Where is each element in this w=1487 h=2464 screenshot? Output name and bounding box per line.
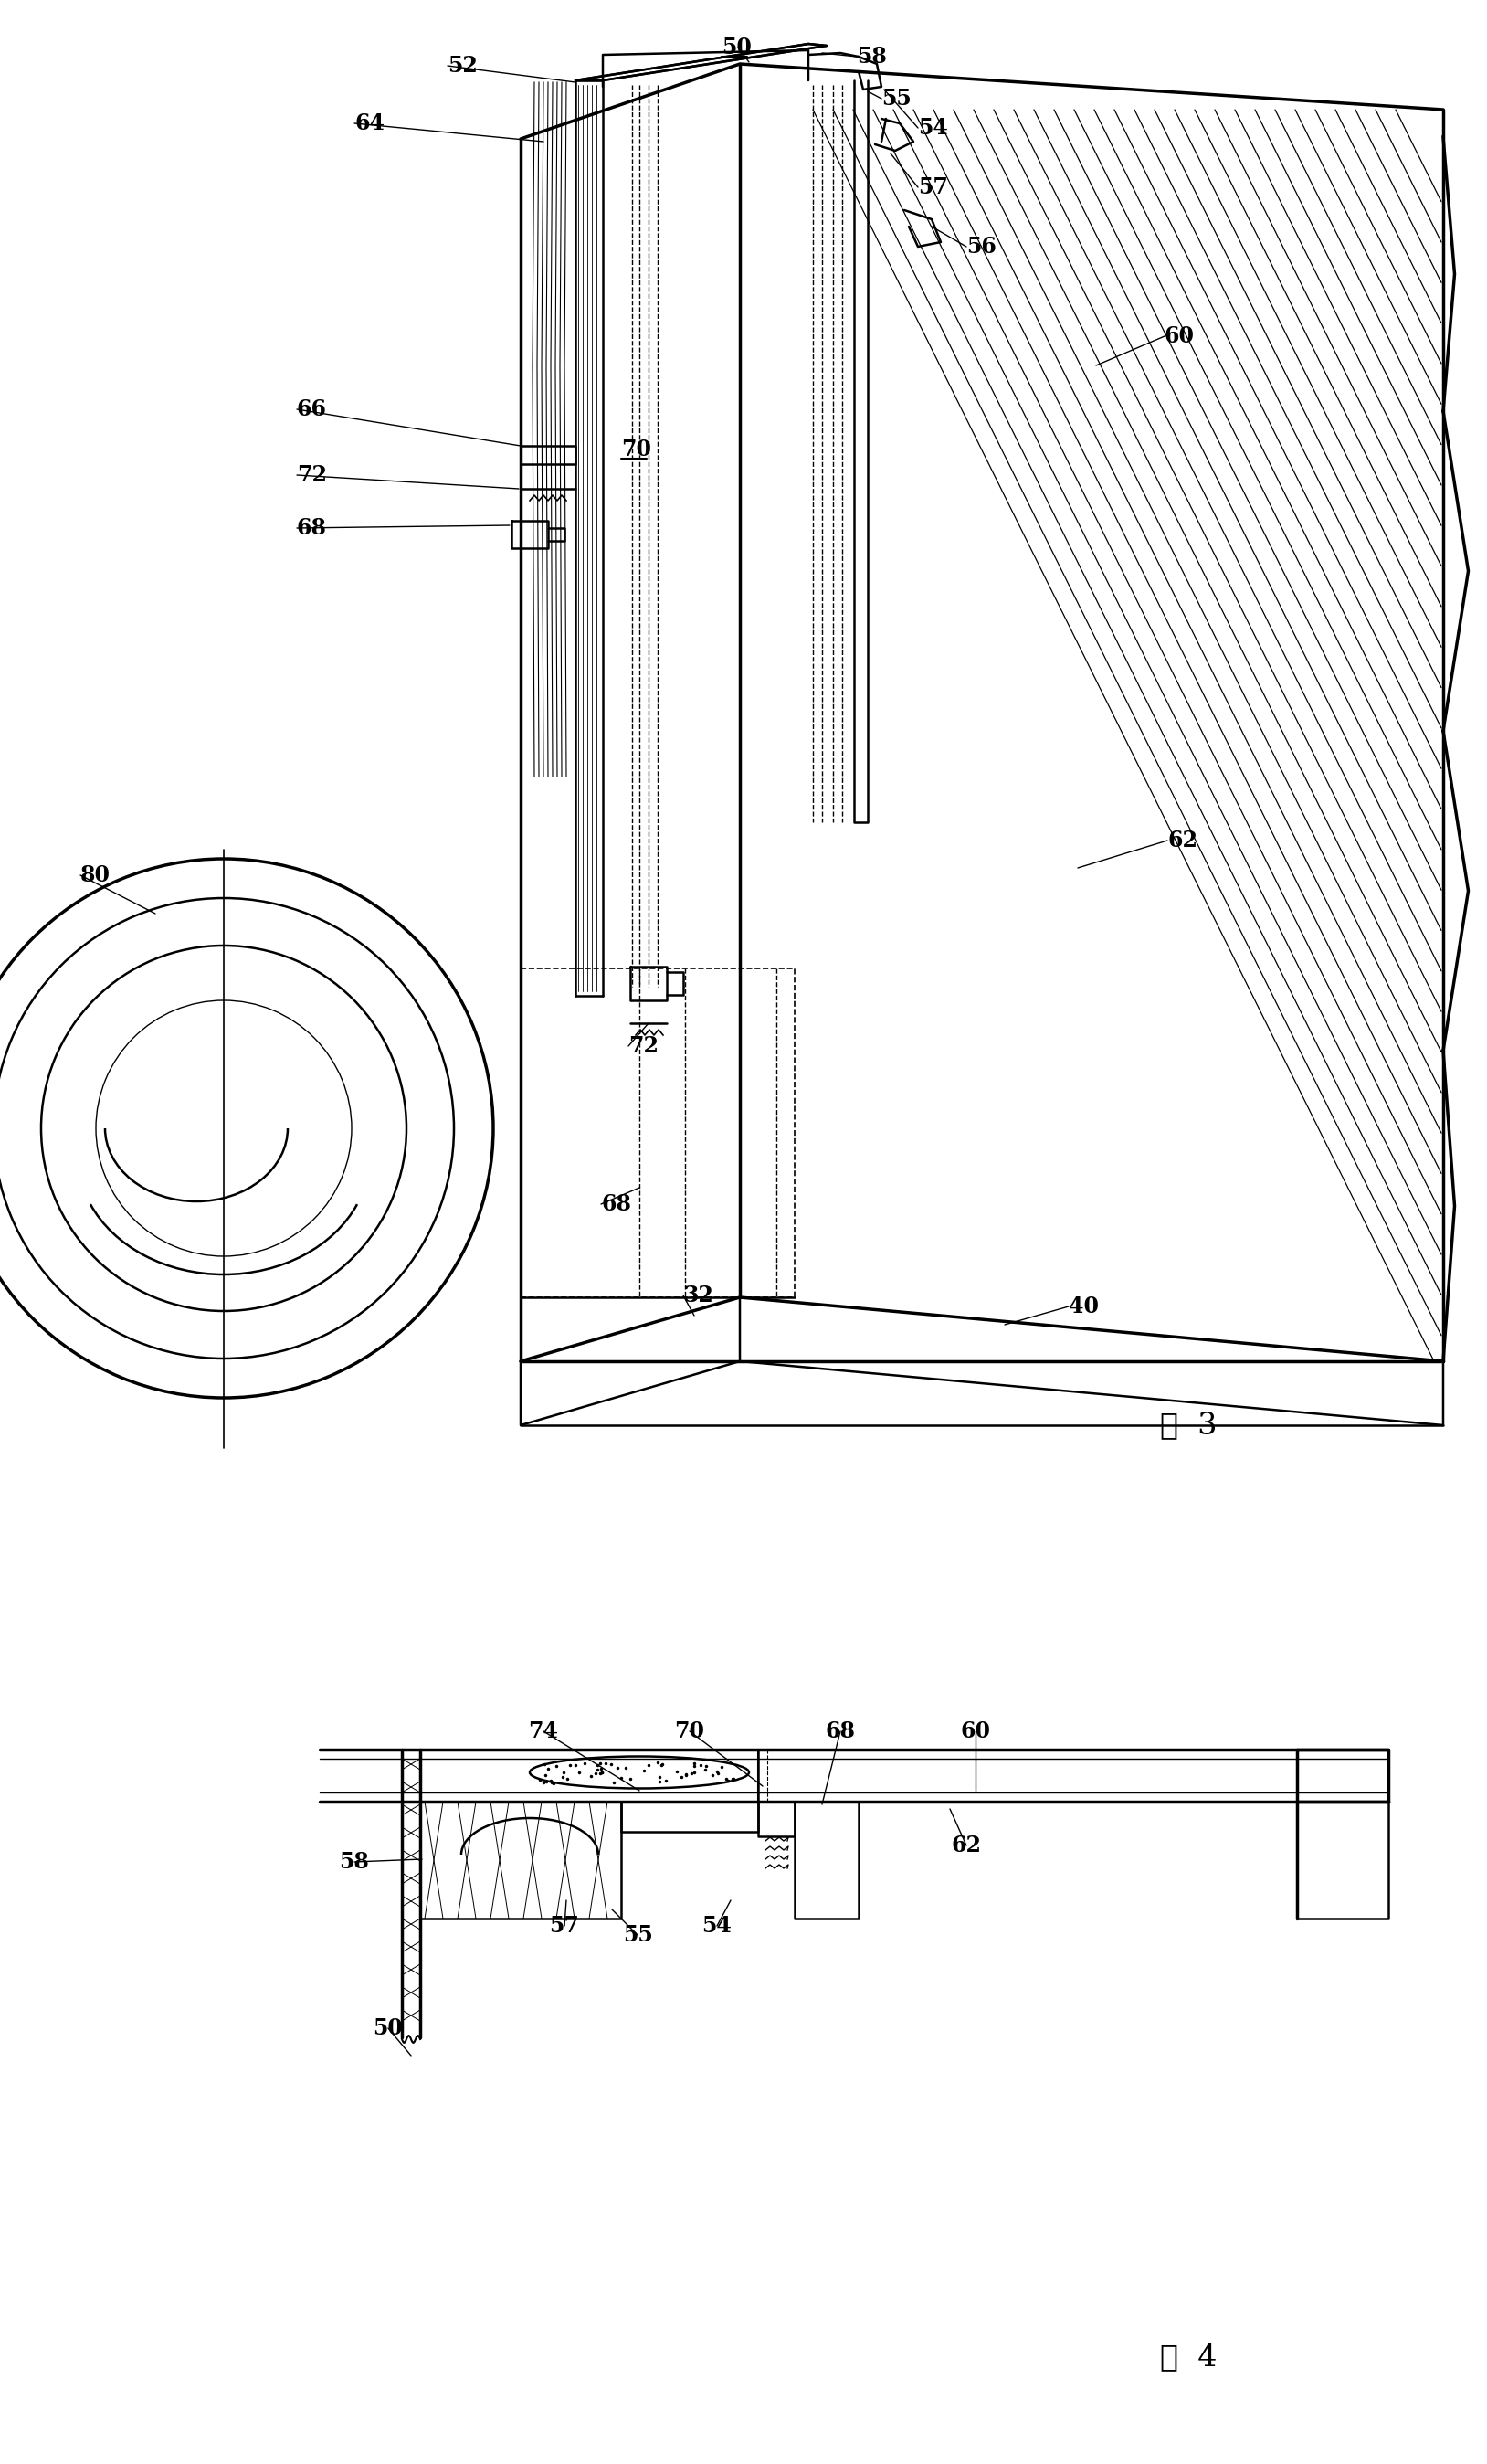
Text: 70: 70 xyxy=(675,1720,705,1742)
Text: 60: 60 xyxy=(961,1720,990,1742)
Text: 70: 70 xyxy=(622,439,651,461)
Text: 68: 68 xyxy=(297,517,327,540)
Text: 50: 50 xyxy=(721,37,751,59)
Text: 62: 62 xyxy=(952,1836,981,1855)
Text: 72: 72 xyxy=(297,463,327,485)
Text: 62: 62 xyxy=(1167,830,1197,853)
Text: 54: 54 xyxy=(917,116,949,138)
Text: 64: 64 xyxy=(354,113,385,136)
Text: 图  4: 图 4 xyxy=(1160,2343,1216,2373)
Text: 56: 56 xyxy=(967,237,996,259)
Text: 57: 57 xyxy=(917,177,949,197)
Text: 80: 80 xyxy=(80,865,110,887)
Text: 50: 50 xyxy=(373,2018,403,2040)
Text: 68: 68 xyxy=(825,1720,855,1742)
Ellipse shape xyxy=(529,1757,749,1789)
Text: 图  3: 图 3 xyxy=(1160,1409,1216,1439)
Text: 32: 32 xyxy=(683,1284,714,1306)
Text: 66: 66 xyxy=(297,399,327,421)
Text: 60: 60 xyxy=(1164,325,1194,347)
Text: 58: 58 xyxy=(857,47,886,67)
Text: 52: 52 xyxy=(448,54,477,76)
Text: 72: 72 xyxy=(629,1035,659,1057)
Text: 55: 55 xyxy=(882,89,912,108)
Text: 54: 54 xyxy=(702,1915,732,1937)
Text: 68: 68 xyxy=(601,1193,630,1215)
Text: 57: 57 xyxy=(550,1915,580,1937)
Text: 58: 58 xyxy=(339,1850,369,1873)
Text: 55: 55 xyxy=(623,1924,653,1947)
Text: 74: 74 xyxy=(528,1720,559,1742)
Text: 40: 40 xyxy=(1069,1296,1099,1318)
